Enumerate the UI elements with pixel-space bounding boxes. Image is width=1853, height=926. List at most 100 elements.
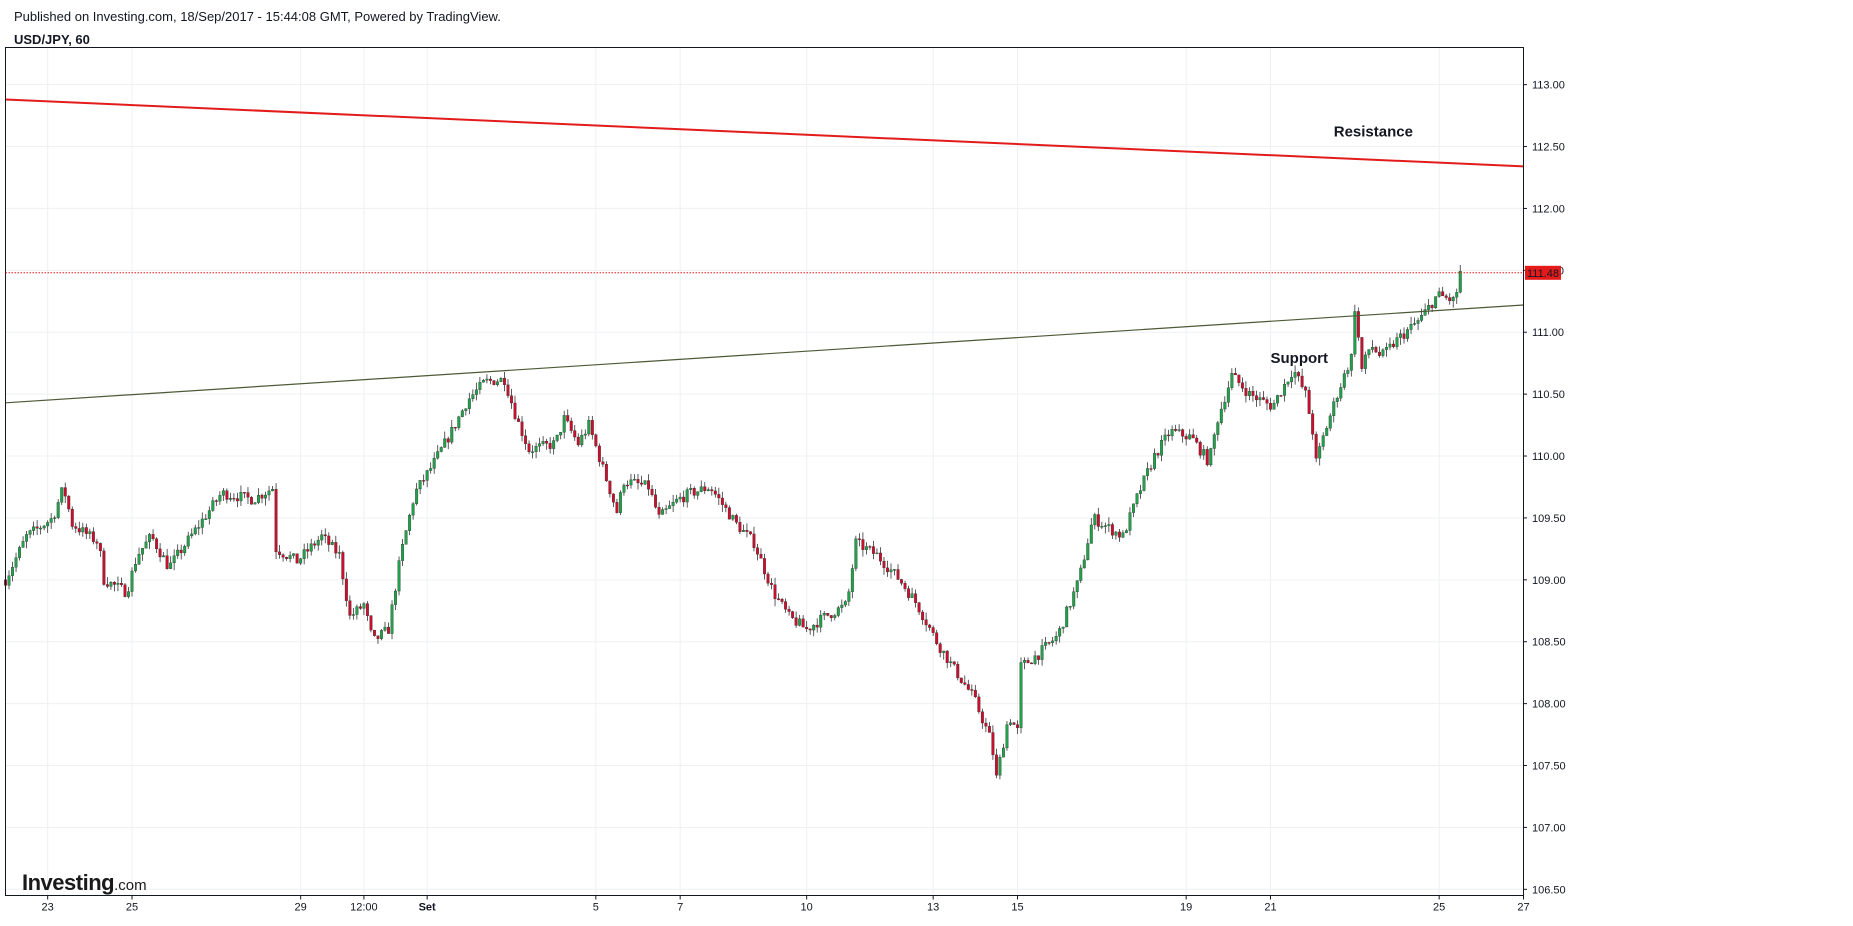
candle-up: [822, 613, 826, 616]
candle-down: [453, 426, 457, 429]
candle-down: [566, 415, 570, 422]
candle-down: [517, 418, 520, 422]
candle-up: [1423, 309, 1427, 316]
y-tick-label: 107.50: [1532, 761, 1566, 773]
candle-up: [1054, 636, 1058, 642]
candle-down: [341, 552, 345, 580]
candle-down: [987, 726, 991, 733]
candle-up: [689, 488, 693, 490]
candle-down: [513, 402, 517, 419]
candle-up: [1335, 398, 1339, 402]
candle-down: [1279, 395, 1283, 397]
candle-up: [443, 438, 447, 448]
candle-down: [527, 443, 531, 453]
candle-down: [105, 584, 109, 587]
candle-up: [1153, 453, 1156, 469]
candle-down: [1254, 395, 1258, 401]
candle-up: [1089, 524, 1093, 544]
candle-down: [808, 628, 812, 631]
candle-down: [1300, 375, 1304, 388]
candle-up: [538, 443, 542, 447]
candle-down: [931, 627, 935, 633]
candle-down: [387, 626, 390, 634]
y-tick-label: 112.00: [1532, 203, 1565, 215]
candle-up: [1370, 347, 1374, 350]
candle-up: [211, 500, 215, 511]
logo-word: Investing: [22, 870, 115, 895]
candle-up: [1226, 387, 1230, 403]
candle-up: [854, 538, 858, 569]
candle-down: [703, 486, 707, 491]
candle-up: [464, 408, 468, 411]
candle-down: [1356, 311, 1360, 338]
candle-down: [373, 629, 376, 636]
candle-up: [221, 490, 225, 496]
candle-down: [1012, 722, 1016, 725]
candle-up: [1114, 531, 1118, 536]
candle-down: [717, 494, 721, 499]
candle-up: [186, 535, 190, 547]
candle-up: [495, 381, 499, 385]
candle-down: [896, 569, 900, 580]
candle-down: [573, 430, 577, 438]
candle-up: [1216, 422, 1220, 435]
candle-down: [1360, 337, 1364, 369]
last-price-label: 111.48: [1527, 268, 1559, 280]
candle-up: [1068, 606, 1072, 608]
candle-up: [1283, 383, 1287, 396]
candle-down: [994, 754, 998, 776]
candle-up: [11, 567, 14, 576]
candle-up: [460, 410, 464, 417]
candle-up: [875, 552, 879, 555]
candle-up: [893, 569, 896, 571]
candle-up: [450, 426, 454, 443]
candle-up: [1290, 377, 1294, 383]
candle-down: [1374, 347, 1378, 353]
candle-down: [524, 435, 528, 444]
candle-up: [1223, 402, 1227, 410]
candle-up: [1321, 435, 1325, 447]
candle-up: [436, 451, 440, 459]
candle-up: [467, 398, 471, 409]
candle-down: [1240, 382, 1244, 389]
candle-down: [492, 380, 496, 385]
candle-up: [1103, 525, 1107, 527]
y-tick-label: 112.50: [1532, 142, 1565, 154]
candle-down: [956, 664, 960, 679]
y-tick-label: 109.50: [1532, 513, 1566, 525]
candle-down: [752, 533, 756, 548]
candle-down: [1392, 343, 1395, 347]
candle-down: [970, 689, 974, 691]
x-tick-label: 25: [1433, 902, 1445, 914]
candle-up: [1023, 660, 1026, 663]
candle-down: [165, 555, 169, 569]
candle-up: [685, 489, 689, 503]
candle-up: [14, 557, 18, 568]
candle-up: [812, 624, 816, 631]
candle-up: [587, 420, 591, 435]
x-tick-label: 12:00: [350, 902, 378, 914]
x-tick-label: 27: [1517, 902, 1529, 914]
candle-up: [53, 517, 57, 519]
candle-up: [1427, 305, 1431, 310]
candle-up: [21, 541, 25, 548]
candle-up: [1061, 626, 1065, 629]
y-tick-label: 107.00: [1532, 822, 1566, 834]
candle-up: [1416, 320, 1420, 324]
candle-up: [39, 527, 43, 530]
time-axis-ticks: 23 25 29 12:00 Set 5 7 10 13 15 19 21 25 27: [42, 895, 1530, 914]
candle-up: [840, 604, 844, 608]
candle-up: [555, 434, 559, 441]
candle-up: [148, 534, 152, 543]
candle-up: [699, 486, 703, 492]
candle-down: [1167, 434, 1171, 437]
logo-tld: .com: [114, 877, 147, 894]
candle-up: [696, 491, 700, 496]
candle-down: [636, 479, 640, 484]
candle-down: [1205, 449, 1209, 466]
candle-down: [984, 722, 988, 727]
candle-up: [351, 614, 355, 616]
candle-up: [1009, 722, 1012, 725]
candle-up: [1188, 434, 1192, 440]
